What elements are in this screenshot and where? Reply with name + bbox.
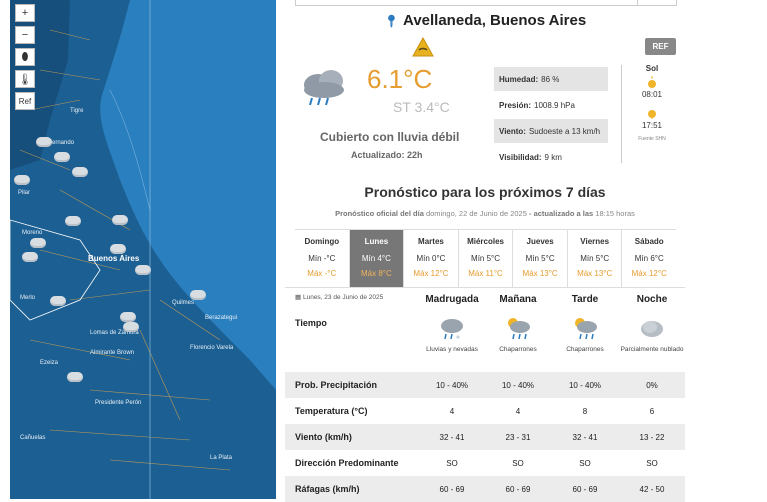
zoom-out-button[interactable]: − [15,26,35,44]
cloud-marker-icon[interactable] [14,175,30,185]
tab-viernes[interactable]: Viernes Mín 5°C Máx 13°C [568,230,623,287]
wind-stat: Viento: Sudoeste a 13 km/h [494,119,608,143]
cloud-marker-icon[interactable] [50,296,66,306]
ref-button[interactable]: REF [645,38,676,55]
partly-cloudy-icon [641,321,663,337]
map-label: Presidente Perón [95,400,142,406]
map-label: Almirante Brown [90,350,135,356]
cloud-marker-icon[interactable] [67,372,83,382]
map-label: Lomas de Zamora [90,330,139,336]
map-label: Pilar [18,190,31,196]
table-row: Prob. Precipitación 10 - 40% 10 - 40% 10… [285,372,685,398]
cloud-marker-icon[interactable] [65,216,81,226]
sun-times: Sol 08:01 17:51 Fuente SHN [635,64,669,143]
visibility-stat: Visibilidad: 9 km [499,152,562,162]
map-label: Merlo [20,295,36,301]
tab-jueves[interactable]: Jueves Mín 5°C Máx 13°C [513,230,568,287]
cloud-marker-icon[interactable] [22,252,38,262]
pressure-stat: Presión: 1008.9 hPa [499,100,575,110]
tab-sabado[interactable]: Sábado Mín 6°C Máx 12°C [631,237,667,278]
table-row: Ráfagas (km/h) 60 - 69 60 - 69 60 - 69 4… [285,476,685,502]
current-stats: Humedad: 86 % Presión: 1008.9 hPa Viento: S… [494,67,608,171]
location-pin-button[interactable]: ⬮ [15,48,35,66]
location-title: 📍︎ Avellaneda, Buenos Aires [383,12,587,29]
humidity-stat: Humedad: 86 % [494,67,608,91]
period-header: Madrugada [425,294,479,305]
feels-like: ST 3.4°C [393,99,450,115]
divider [621,65,622,163]
table-row: Viento (km/h) 32 - 41 23 - 31 32 - 41 13… [285,424,685,450]
showers-icon [575,318,597,340]
condition-text: Cubierto con lluvia débil [320,130,460,144]
day-tabs: Domingo Mín -°C Máx -°C Lunes Mín 4°C Máx 8°… [295,229,676,287]
sunrise-icon [648,76,656,88]
divider [285,287,685,288]
sunset-icon [648,110,656,119]
cloud-marker-icon[interactable] [123,322,139,332]
rain-cloud-icon [304,70,344,106]
map-label: Ezeiza [40,360,59,366]
tab-lunes[interactable]: Lunes Mín 4°C Máx 8°C [349,230,405,287]
map-label: Moreno [22,230,43,236]
source-label: Fuente SHN [638,136,666,142]
warning-icon[interactable] [412,37,434,57]
cloud-marker-icon[interactable] [110,244,126,254]
weather-cell: Chaparrones [552,316,618,354]
thermometer-button[interactable]: 🌡 [15,70,35,88]
location-pin-icon: 📍︎ [383,14,400,28]
cloud-marker-icon[interactable] [135,265,151,275]
weather-cell: Parcialmente nublado [619,316,685,354]
rain-snow-icon [441,319,463,340]
map-label: Quilmes [172,300,195,306]
period-header: Tarde [571,294,599,305]
cloud-marker-icon[interactable] [36,137,52,147]
weather-panel: 📍︎ Avellaneda, Buenos Aires REF 6.1°C ST … [285,0,685,502]
tab-miercoles[interactable]: Miércoles Mín 5°C Máx 11°C [459,230,514,287]
showers-icon [508,318,530,340]
period-header: Mañana [499,294,537,305]
map-label: Florencio Varela [190,345,234,351]
map-label: Tigre [70,108,84,114]
zoom-in-button[interactable]: + [15,4,35,22]
cloud-marker-icon[interactable] [190,290,206,300]
map-label: La Plata [210,455,233,461]
cloud-marker-icon[interactable] [72,167,88,177]
search-button[interactable] [637,0,676,5]
detail-date: ▦ Lunes, 23 de Junio de 2025 [295,294,384,301]
map-label: Cañuelas [20,435,46,441]
map-label: Buenos Aires [88,254,140,263]
cloud-marker-icon[interactable] [54,152,70,162]
search-box[interactable] [295,0,677,6]
tab-domingo[interactable]: Domingo Mín -°C Máx -°C [295,230,350,287]
map-label: Berazategui [205,315,238,321]
cloud-marker-icon[interactable] [30,238,46,248]
location-pin-icon: ⬮ [21,50,29,63]
map-label: San Fernando [36,140,75,146]
ref-layer-button[interactable]: Ref [15,92,35,110]
current-temperature: 6.1°C [367,64,433,94]
tiempo-label: Tiempo [295,318,327,328]
weather-cell: Lluvias y nevadas [419,316,485,354]
updated-time: Actualizado: 22h [351,150,423,160]
cloud-marker-icon[interactable] [120,312,136,322]
weather-map[interactable]: + − ⬮ 🌡 Ref Buenos Aires San Fernando Ti… [10,0,276,499]
sunset-time: 17:51 [641,121,663,130]
period-header: Noche [636,294,668,305]
forecast-title: Pronóstico para los próximos 7 días [364,184,606,200]
table-row: Temperatura (°C) 4 4 8 6 [295,406,655,416]
table-row: Dirección Predominante SO SO SO SO [295,458,658,468]
map-geography [10,0,276,499]
thermometer-icon: 🌡 [18,73,32,86]
cloud-marker-icon[interactable] [112,215,128,225]
sunrise-time: 08:01 [641,90,663,99]
weather-cell: Chaparrones [485,316,551,354]
calendar-icon: ▦ [295,294,302,301]
forecast-subtitle: Pronóstico oficial del día domingo, 22 d… [335,209,635,218]
tab-martes[interactable]: Martes Mín 0°C Máx 12°C [404,230,459,287]
